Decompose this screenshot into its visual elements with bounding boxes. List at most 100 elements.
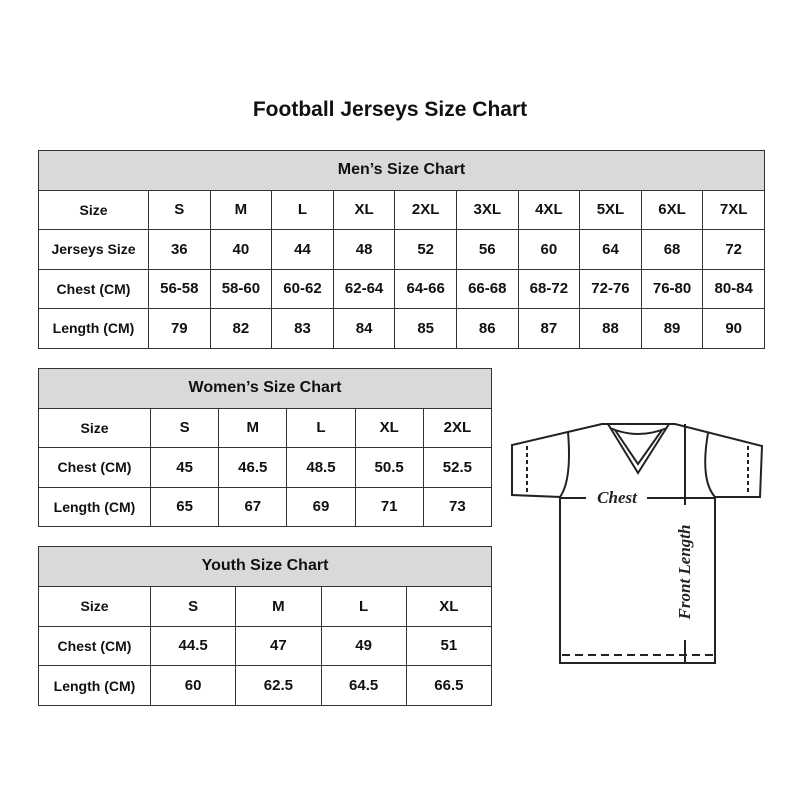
table-cell: 72 [702, 229, 765, 270]
page-title: Football Jerseys Size Chart [252, 98, 528, 121]
youth-size-table: Youth Size Chart Size S M L XL Chest (CM) 44.5 4… [38, 546, 493, 707]
table-row: Chest (CM) 56-58 58-60 60-62 62-64 64-66 66-68… [38, 268, 765, 309]
table-cell: 50.5 [354, 447, 424, 488]
table-heading: Youth Size Chart [38, 546, 492, 587]
table-row: Length (CM) 60 62.5 64.5 66.5 [38, 665, 493, 707]
table-cell: S [149, 407, 220, 448]
table-cell: 45 [149, 447, 220, 488]
table-cell: 71 [354, 486, 424, 527]
v-neck-outer [607, 423, 670, 475]
table-cell: 4XL [517, 189, 581, 230]
row-label: Chest (CM) [38, 625, 151, 667]
table-cell: 2XL [422, 407, 493, 448]
table-cell: 56 [455, 229, 519, 270]
table-cell: 60 [517, 229, 581, 270]
table-cell: 86 [455, 308, 519, 349]
table-cell: 82 [209, 308, 273, 349]
table-cell: 88 [579, 308, 642, 349]
table-cell: 85 [394, 308, 457, 349]
row-label: Size [38, 407, 151, 448]
table-cell: XL [332, 189, 396, 230]
table-row: Jerseys Size 36 40 44 48 52 56 60 64 68 72 [38, 229, 765, 270]
table-cell: 65 [149, 486, 220, 527]
table-row: Length (CM) 65 67 69 71 73 [38, 486, 493, 527]
table-cell: 47 [235, 625, 322, 667]
table-cell: M [209, 189, 273, 230]
table-cell: 3XL [455, 189, 519, 230]
table-cell: 51 [405, 625, 493, 667]
jersey-diagram: Chest Front Length [511, 423, 764, 664]
table-cell: 2XL [394, 189, 457, 230]
table-cell: S [148, 189, 211, 230]
table-cell: 49 [320, 625, 407, 667]
table-row: Chest (CM) 44.5 47 49 51 [38, 625, 493, 667]
table-cell: XL [405, 585, 493, 627]
chest-label: Chest [597, 488, 638, 507]
left-sleeve-seam [559, 431, 570, 498]
table-cell: 62.5 [235, 665, 322, 707]
table-cell: 52 [394, 229, 457, 270]
table-cell: 48 [332, 229, 396, 270]
table-cell: M [218, 407, 288, 448]
table-cell: 58-60 [209, 268, 273, 309]
table-row: Chest (CM) 45 46.5 48.5 50.5 52.5 [38, 447, 493, 488]
table-cell: 36 [148, 229, 211, 270]
table-cell: 60 [149, 665, 237, 707]
table-cell: 64 [579, 229, 642, 270]
table-cell: 6XL [640, 189, 704, 230]
table-row: Size S M L XL [38, 585, 493, 627]
row-label: Length (CM) [38, 308, 149, 349]
table-cell: 48.5 [286, 447, 356, 488]
table-cell: 66-68 [455, 268, 519, 309]
table-row: Size S M L XL 2XL [38, 407, 493, 448]
right-sleeve-seam [704, 432, 716, 498]
table-cell: 46.5 [218, 447, 288, 488]
table-cell: 64-66 [394, 268, 457, 309]
table-cell: 56-58 [148, 268, 211, 309]
table-cell: 76-80 [640, 268, 704, 309]
table-cell: 83 [271, 308, 334, 349]
table-cell: 87 [517, 308, 581, 349]
row-label: Jerseys Size [38, 229, 149, 270]
table-cell: 72-76 [579, 268, 642, 309]
row-label: Size [38, 189, 149, 230]
table-heading: Women’s Size Chart [38, 368, 492, 409]
table-cell: XL [354, 407, 424, 448]
table-cell: M [235, 585, 322, 627]
jersey-outline [511, 423, 764, 664]
table-cell: 90 [702, 308, 765, 349]
table-cell: 44 [271, 229, 334, 270]
table-cell: 69 [286, 486, 356, 527]
table-cell: 73 [422, 486, 493, 527]
row-label: Length (CM) [38, 486, 151, 527]
row-label: Chest (CM) [38, 268, 149, 309]
table-cell: 89 [640, 308, 704, 349]
table-heading: Men’s Size Chart [38, 150, 765, 191]
table-cell: 80-84 [702, 268, 765, 309]
table-cell: 67 [218, 486, 288, 527]
table-cell: S [149, 585, 237, 627]
table-cell: L [271, 189, 334, 230]
table-cell: L [320, 585, 407, 627]
table-cell: 66.5 [405, 665, 493, 707]
table-cell: 68 [640, 229, 704, 270]
front-length-label: Front Length [675, 525, 694, 621]
table-cell: 64.5 [320, 665, 407, 707]
row-label: Length (CM) [38, 665, 151, 707]
mens-size-table: Men’s Size Chart Size S M L XL 2XL 3XL 4XL 5XL 6XL… [38, 150, 765, 349]
table-cell: 40 [209, 229, 273, 270]
table-cell: 68-72 [517, 268, 581, 309]
collar-back [609, 427, 668, 435]
table-cell: 84 [332, 308, 396, 349]
v-neck-inner [614, 429, 663, 466]
row-label: Size [38, 585, 151, 627]
table-cell: 79 [148, 308, 211, 349]
row-label: Chest (CM) [38, 447, 151, 488]
table-cell: 52.5 [422, 447, 493, 488]
table-cell: 44.5 [149, 625, 237, 667]
table-row: Length (CM) 79 82 83 84 85 86 87 88 89 90 [38, 308, 765, 349]
table-cell: 60-62 [271, 268, 334, 309]
table-cell: 62-64 [332, 268, 396, 309]
table-cell: 7XL [702, 189, 765, 230]
table-cell: L [286, 407, 356, 448]
